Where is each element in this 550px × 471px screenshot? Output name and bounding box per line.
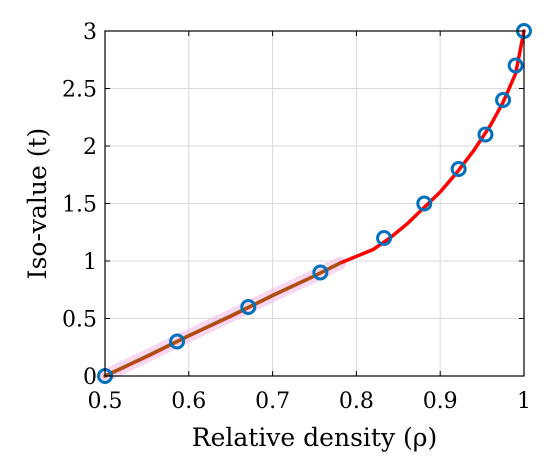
y-tick-label: 0.5 <box>62 308 97 333</box>
x-axis-label: Relative density (ρ) <box>192 423 437 452</box>
x-tick-label: 0.9 <box>423 389 458 414</box>
data-point-marker <box>477 126 494 143</box>
data-point-marker <box>240 299 257 315</box>
x-tick-label: 0.5 <box>88 389 123 414</box>
grid <box>104 30 525 377</box>
x-tick-label: 1 <box>517 389 531 414</box>
data-point-marker <box>450 161 467 177</box>
y-tick-label: 1 <box>83 250 97 275</box>
series-line-2 <box>103 261 342 378</box>
axis-ticks: 0.5 0.6 0.7 0.8 0.9 100.511.522.53 <box>62 20 531 414</box>
y-tick-label: 2.5 <box>62 78 97 103</box>
data-point-marker <box>169 333 186 350</box>
y-axis-label: Iso-value (t) <box>23 128 52 280</box>
y-tick-label: 1.5 <box>62 193 97 218</box>
data-point-marker <box>376 230 393 246</box>
x-tick-label: 0.7 <box>255 389 290 414</box>
x-tick-label: 0.8 <box>339 389 374 414</box>
y-tick-label: 0 <box>83 365 97 390</box>
y-tick-label: 2 <box>83 135 97 160</box>
data-point-marker <box>495 92 512 108</box>
data-point-marker <box>312 264 329 281</box>
data-point-marker <box>416 195 433 212</box>
data-point-marker <box>507 57 524 74</box>
y-tick-label: 3 <box>83 20 97 45</box>
x-tick-label: 0.6 <box>171 389 206 414</box>
